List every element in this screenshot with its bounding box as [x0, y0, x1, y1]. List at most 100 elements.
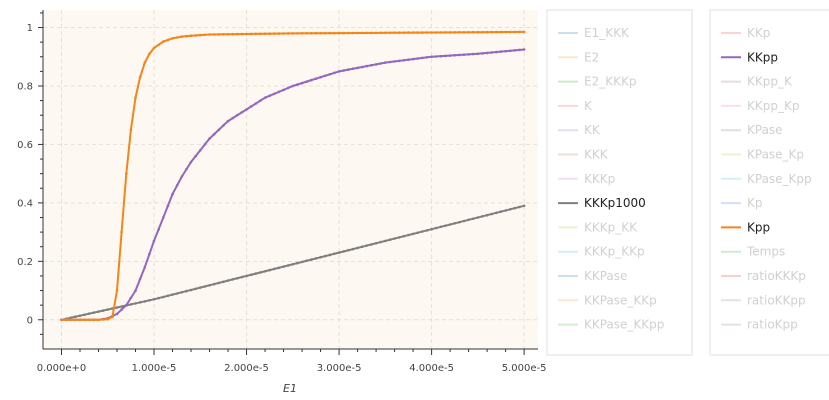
series-point-Kpp: [490, 30, 494, 34]
legend-item-KPase_Kp[interactable]: KPase_Kp: [721, 148, 804, 162]
series-point-KKpp: [296, 83, 299, 86]
series-point-KKKp1000: [328, 253, 332, 257]
series-point-KKpp: [476, 52, 480, 56]
legend-item-KKPase_KKp[interactable]: KKPase_KKp: [558, 293, 657, 307]
legend-item-E2[interactable]: E2: [558, 50, 599, 64]
series-point-KKKp1000: [194, 287, 197, 291]
series-point-Kpp: [231, 32, 234, 36]
series-point-Kpp: [97, 318, 100, 322]
legend-item-KKKp1000[interactable]: KKKp1000: [558, 196, 646, 210]
series-point-Kpp: [111, 315, 114, 319]
series-point-KKKp1000: [148, 299, 151, 302]
legend-item-KKKp_KKp[interactable]: KKKp_KKp: [558, 245, 645, 259]
series-point-KKKp1000: [199, 286, 202, 289]
series-point-KKKp1000: [374, 241, 378, 245]
series-point-KKpp: [333, 71, 336, 75]
series-point-KKKp1000: [513, 206, 517, 210]
series-point-KKKp1000: [212, 282, 216, 286]
series-point-KKpp: [388, 60, 392, 64]
series-point-KKKp1000: [370, 243, 373, 246]
series-point-KKpp: [138, 277, 142, 281]
legend-item-KKK[interactable]: KKK: [558, 148, 609, 162]
legend-item-ratioKKpp[interactable]: ratioKKpp: [721, 293, 806, 307]
series-point-Kpp: [106, 317, 110, 321]
series-point-Kpp: [185, 34, 188, 38]
legend-item-K[interactable]: K: [558, 99, 593, 113]
series-point-KKpp: [499, 50, 503, 53]
legend-item-E1_KKK[interactable]: E1_KKK: [558, 26, 630, 40]
series-point-Kpp: [495, 30, 498, 34]
series-point-KKpp: [148, 252, 151, 256]
series-point-Kpp: [175, 36, 179, 39]
y-tick-label-0: 0: [27, 315, 33, 326]
legend-label: KKKp: [584, 172, 615, 186]
series-point-KKpp: [508, 49, 512, 53]
legend-item-ratioKKKp[interactable]: ratioKKKp: [721, 269, 806, 283]
legend-label: KKK: [584, 148, 609, 162]
legend-item-KKpp[interactable]: KKpp: [721, 50, 778, 64]
series-point-KKpp: [286, 86, 290, 90]
series-point-KKpp: [439, 54, 443, 58]
legend-item-KPase_Kpp[interactable]: KPase_Kpp: [721, 172, 812, 186]
series-point-KKpp: [157, 227, 160, 231]
legend-label: KKpp_K: [747, 75, 793, 89]
series-point-KKKp1000: [393, 237, 396, 240]
series-point-KKpp: [240, 111, 244, 114]
series-point-KKpp: [513, 49, 517, 52]
series-point-Kpp: [171, 37, 174, 40]
legend-item-KKPase_KKpp[interactable]: KKPase_KKpp: [558, 318, 664, 332]
series-point-Kpp: [448, 31, 452, 34]
legend-item-Kp[interactable]: Kp: [721, 196, 763, 210]
series-point-KKKp1000: [485, 213, 489, 217]
legend-item-KKPase[interactable]: KKPase: [558, 269, 627, 283]
legend-label: ratioKKKp: [747, 269, 806, 283]
series-point-Kpp: [212, 33, 216, 36]
legend-item-KPase[interactable]: KPase: [721, 123, 783, 137]
series-point-KKpp: [490, 51, 494, 54]
series-point-KKpp: [254, 102, 258, 105]
series-point-KKpp: [370, 63, 373, 67]
series-point-KKpp: [425, 56, 429, 59]
legend-item-KKpp_K[interactable]: KKpp_K: [721, 75, 793, 89]
legend-label: KPase: [747, 123, 783, 137]
x-tick-label-0: 0.000e+0: [37, 363, 87, 374]
series-point-Kpp: [125, 172, 128, 175]
legend-label: KKPase_KKp: [584, 293, 657, 307]
series-point-Kpp: [430, 31, 433, 34]
series-point-KKKp1000: [162, 295, 165, 299]
series-point-KKKp1000: [453, 222, 457, 225]
series-point-KKKp1000: [333, 252, 336, 255]
legend-item-Kpp[interactable]: Kpp: [721, 220, 770, 234]
series-point-Kpp: [365, 31, 369, 35]
y-tick-label-2: 0.4: [17, 198, 33, 209]
legend-item-KKKp[interactable]: KKKp: [558, 172, 615, 186]
series-layer: [60, 30, 526, 322]
series-point-KKpp: [504, 49, 507, 53]
legend[interactable]: E1_KKKE2E2_KKKpKKKKKKKKKpKKKp1000KKKp_KK…: [558, 26, 812, 332]
series-point-Kpp: [286, 32, 290, 35]
series-point-KKKp1000: [388, 238, 392, 241]
legend-item-KKp[interactable]: KKp: [721, 26, 770, 40]
legend-item-KKKp_KK[interactable]: KKKp_KK: [558, 220, 638, 234]
series-point-KKpp: [171, 192, 174, 196]
series-point-KKKp1000: [476, 216, 480, 219]
series-point-KKpp: [259, 99, 262, 102]
legend-label: KPase_Kpp: [747, 172, 812, 186]
legend-item-KK[interactable]: KK: [558, 123, 601, 137]
series-point-KKpp: [120, 308, 123, 311]
legend-item-ratioKpp[interactable]: ratioKpp: [721, 318, 798, 332]
legend-item-Temps[interactable]: Temps: [721, 245, 785, 259]
series-point-KKKp1000: [291, 263, 295, 266]
series-point-KKKp1000: [259, 271, 262, 274]
series-point-Kpp: [485, 30, 489, 34]
legend-label: ratioKKpp: [747, 293, 806, 307]
series-point-Kpp: [245, 32, 248, 36]
series-point-KKpp: [434, 55, 438, 58]
series-point-KKKp1000: [166, 294, 170, 298]
legend-item-E2_KKKp[interactable]: E2_KKKp: [558, 75, 636, 89]
series-point-Kpp: [291, 32, 295, 35]
series-point-KKKp1000: [305, 259, 309, 263]
series-point-Kpp: [268, 32, 272, 35]
legend-item-KKpp_Kp[interactable]: KKpp_Kp: [721, 99, 799, 113]
series-point-Kpp: [249, 32, 253, 36]
